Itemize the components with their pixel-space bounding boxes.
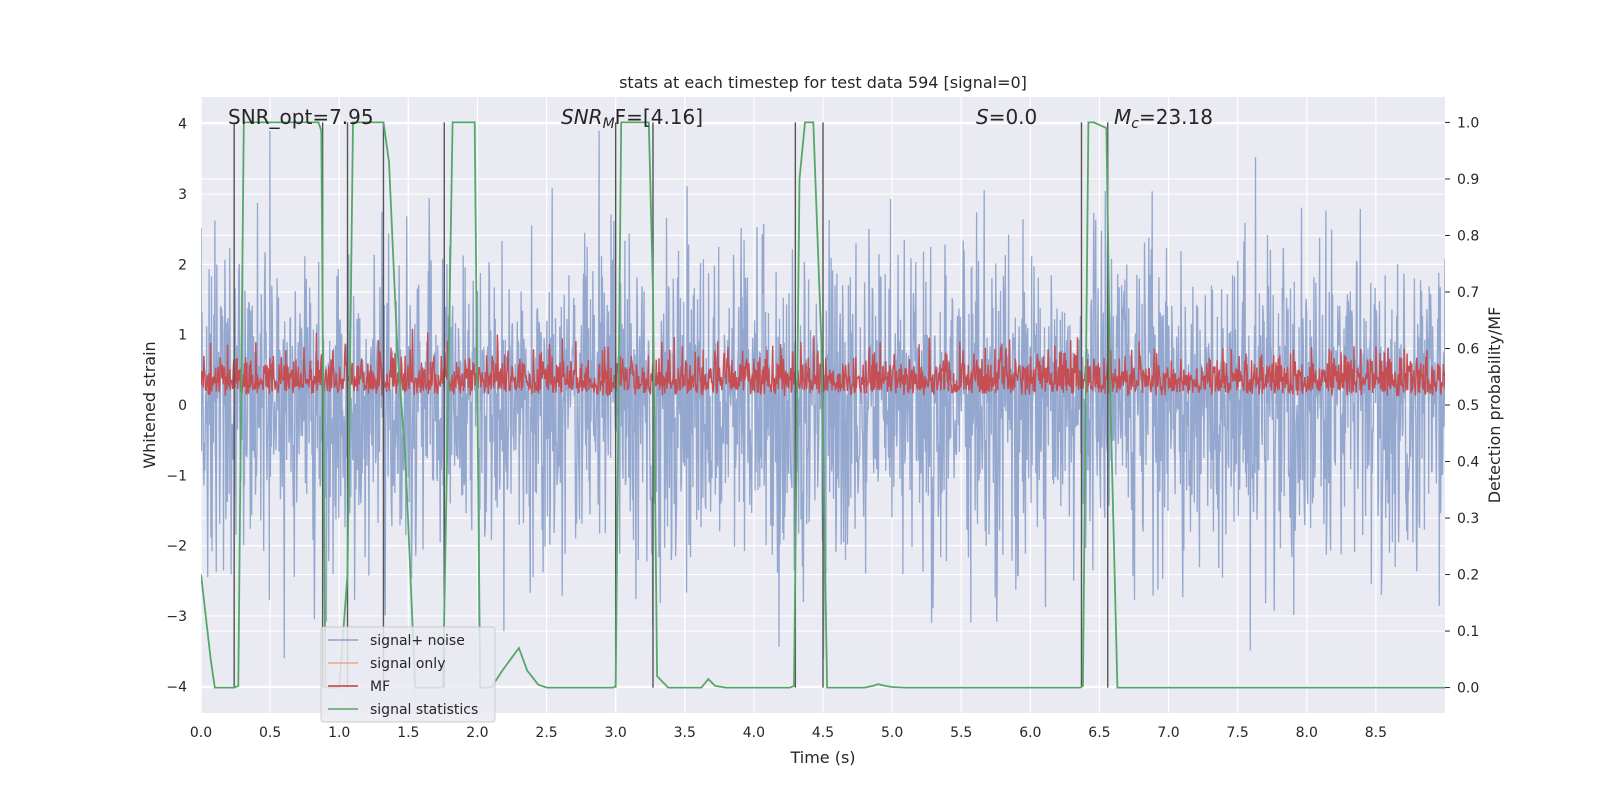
y-tick-label-left: 2 — [178, 257, 187, 273]
x-tick-label: 1.5 — [397, 725, 419, 741]
signal-statistics-line — [201, 121, 1445, 689]
vertical-markers — [233, 122, 1109, 688]
y-tick-label-right: 1.0 — [1457, 115, 1479, 131]
x-tick-label: 8.0 — [1296, 725, 1318, 741]
legend-label-signal-statistics: signal statistics — [370, 702, 478, 718]
legend-label-mf: MF — [370, 679, 390, 695]
x-tick-label: 4.0 — [743, 725, 765, 741]
annotation-snr-mf-rest: F=[4.16] — [615, 105, 703, 129]
x-tick-label: 2.0 — [466, 725, 488, 741]
annotation-snr-mf-base: SNR — [561, 105, 603, 129]
annotation-snr-mf: SNRMF=[4.16] — [561, 105, 703, 132]
y-tick-label-right: 0.8 — [1457, 228, 1479, 244]
y-tick-label-left: −1 — [166, 468, 187, 484]
annotation-mc-rest: =23.18 — [1139, 105, 1213, 129]
legend-label-signal-noise: signal+ noise — [370, 633, 465, 649]
y-tick-label-right: 0.6 — [1457, 341, 1479, 357]
y-tick-label-right: 0.5 — [1457, 398, 1479, 414]
x-axis-label: Time (s) — [789, 748, 855, 767]
y-tick-label-left: −4 — [166, 679, 187, 695]
annotation-snr-opt: SNR_opt=7.95 — [228, 105, 374, 129]
x-tick-label: 6.0 — [1019, 725, 1041, 741]
annotation-s-var: S — [976, 105, 989, 129]
y-tick-label-left: 4 — [178, 117, 187, 133]
y-axis-label-left: Whitened strain — [140, 341, 159, 468]
x-tick-label: 7.5 — [1227, 725, 1249, 741]
y-tick-label-right: 0.0 — [1457, 681, 1479, 697]
annotation-mc-base: M — [1114, 105, 1131, 129]
x-tick-label: 0.5 — [259, 725, 281, 741]
y-tick-label-right: 0.1 — [1457, 624, 1479, 640]
x-tick-label: 0.0 — [190, 725, 212, 741]
y-tick-label-left: −2 — [166, 539, 187, 555]
x-tick-label: 1.0 — [328, 725, 350, 741]
legend: signal+ noise signal only MF signal stat… — [320, 626, 496, 723]
y-tick-label-right: 0.4 — [1457, 455, 1479, 471]
x-tick-label: 8.5 — [1365, 725, 1387, 741]
legend-box — [320, 626, 496, 723]
x-tick-label: 3.5 — [674, 725, 696, 741]
y-axis-label-right: Detection probability/MF — [1485, 307, 1504, 504]
y-tick-label-left: 3 — [178, 187, 187, 203]
signal-statistics-series — [201, 121, 1445, 689]
y-tick-label-right: 0.3 — [1457, 511, 1479, 527]
x-tick-label: 5.0 — [881, 725, 903, 741]
x-tick-label: 6.5 — [1088, 725, 1110, 741]
y-tick-label-right: 0.7 — [1457, 285, 1479, 301]
y-tick-label-left: −3 — [166, 609, 187, 625]
x-tick-label: 7.0 — [1157, 725, 1179, 741]
y-tick-label-left: 1 — [178, 328, 187, 344]
annotation-snr-mf-sub: M — [603, 116, 615, 132]
annotation-mc-sub: c — [1131, 116, 1139, 132]
chart-title: stats at each timestep for test data 594… — [619, 73, 1027, 92]
x-tick-label: 4.5 — [812, 725, 834, 741]
annotation-s-rest: =0.0 — [989, 105, 1038, 129]
annotation-mc: Mc=23.18 — [1114, 105, 1213, 132]
x-tick-label: 5.5 — [950, 725, 972, 741]
y-tick-label-left: 0 — [178, 398, 187, 414]
y-tick-label-right: 0.2 — [1457, 568, 1479, 584]
x-tick-label: 2.5 — [535, 725, 557, 741]
tick-labels: 0.0 0.5 1.0 1.5 2.0 2.5 3.0 3.5 4.0 4.5 5.0 5.5 6.0 6… — [166, 115, 1479, 741]
y-tick-label-right: 0.9 — [1457, 172, 1479, 188]
annotation-s: S=0.0 — [976, 105, 1037, 129]
x-tick-label: 3.0 — [605, 725, 627, 741]
legend-label-signal-only: signal only — [370, 656, 445, 672]
